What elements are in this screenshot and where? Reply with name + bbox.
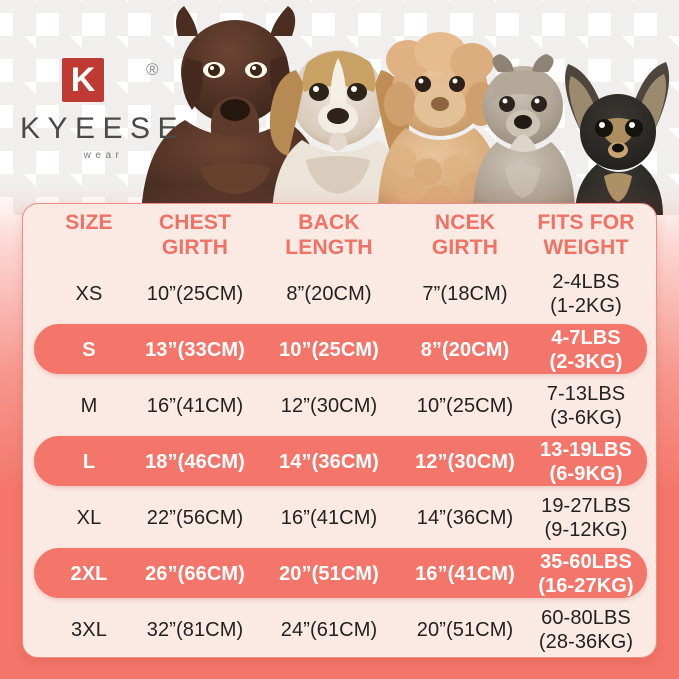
cell-back-length: 20”(51CM)	[279, 562, 379, 585]
column-header-size: SIZE	[65, 211, 113, 234]
size-chart-row: M 16”(41CM) 12”(30CM) 10”(25CM) 7-13LBS (3-6K…	[23, 378, 656, 434]
size-chart-body: XS 10”(25CM) 8”(20CM) 7”(18CM) 2-4LBS (1-2KG)…	[23, 266, 656, 657]
cell-back-length: 14”(36CM)	[279, 450, 379, 473]
cell-chest-girth: 16”(41CM)	[146, 394, 244, 417]
weight-kg: (2-3KG)	[549, 351, 623, 373]
weight-lbs: 4-7LBS	[551, 327, 621, 349]
cell-neck-girth: 14”(36CM)	[416, 506, 514, 529]
size-chart-row: L 18”(46CM) 14”(36CM) 12”(30CM) 13-19LBS (6-9…	[23, 434, 656, 490]
size-chart-row: XS 10”(25CM) 8”(20CM) 7”(18CM) 2-4LBS (1-2KG)	[23, 266, 656, 322]
weight-lbs: 60-80LBS	[541, 607, 631, 629]
cell-chest-girth: 26”(66CM)	[145, 562, 245, 585]
logo-letter: K	[70, 61, 96, 99]
cell-size: L	[82, 450, 96, 473]
cell-back-length: 24”(61CM)	[280, 618, 378, 641]
size-chart-card: SIZE CHEST GIRTH BACK LENGTH NCEK GIRTH …	[22, 203, 657, 658]
row-highlight-pill	[34, 436, 647, 486]
cell-size: M	[80, 394, 98, 417]
weight-kg: (9-12KG)	[544, 519, 628, 541]
weight-kg: (6-9KG)	[549, 463, 623, 485]
weight-lbs: 13-19LBS	[540, 439, 632, 461]
logo-mark-row: K ®	[14, 58, 189, 106]
cell-back-length: 12”(30CM)	[280, 394, 378, 417]
size-chart-row: 3XL 32”(81CM) 24”(61CM) 20”(51CM) 60-80LBS (2…	[23, 602, 656, 657]
column-header-neck-girth: NCEK GIRTH	[431, 211, 499, 259]
cell-size: XL	[76, 506, 102, 529]
weight-lbs: 35-60LBS	[540, 551, 632, 573]
cell-size: XS	[75, 282, 103, 305]
column-header-fits-for-weight: FITS FOR WEIGHT	[537, 211, 635, 259]
cell-neck-girth: 7”(18CM)	[422, 282, 508, 305]
cell-back-length: 16”(41CM)	[280, 506, 378, 529]
size-chart-row: XL 22”(56CM) 16”(41CM) 14”(36CM) 19-27LBS (9-…	[23, 490, 656, 546]
row-highlight-pill	[34, 548, 647, 598]
weight-kg: (16-27KG)	[538, 575, 634, 597]
weight-lbs: 19-27LBS	[541, 495, 631, 517]
weight-kg: (3-6KG)	[550, 407, 622, 429]
cell-chest-girth: 32”(81CM)	[146, 618, 244, 641]
weight-kg: (1-2KG)	[550, 295, 622, 317]
cell-neck-girth: 12”(30CM)	[415, 450, 515, 473]
weight-kg: (28-36KG)	[538, 631, 634, 653]
size-chart-header-row: SIZE CHEST GIRTH BACK LENGTH NCEK GIRTH …	[23, 204, 656, 266]
registered-trademark-icon: ®	[146, 60, 159, 79]
brand-wordmark: KYEESE	[19, 112, 186, 145]
cell-fits-for-weight: 4-7LBS (2-3KG)	[523, 322, 649, 378]
cell-fits-for-weight: 35-60LBS (16-27KG)	[523, 546, 649, 602]
row-highlight-pill	[34, 324, 647, 374]
cell-fits-for-weight: 7-13LBS (3-6KG)	[523, 378, 649, 434]
logo-k-badge: K	[62, 58, 104, 102]
cell-fits-for-weight: 60-80LBS (28-36KG)	[523, 602, 649, 657]
brand-tagline: wear	[83, 150, 124, 161]
cell-fits-for-weight: 19-27LBS (9-12KG)	[523, 490, 649, 546]
cell-neck-girth: 10”(25CM)	[416, 394, 514, 417]
column-header-chest-girth: CHEST GIRTH	[158, 211, 232, 259]
column-header-back-length: BACK LENGTH	[285, 211, 373, 259]
brand-logo: K ® KYEESE wear	[14, 58, 189, 161]
cell-back-length: 10”(25CM)	[279, 338, 379, 361]
cell-neck-girth: 8”(20CM)	[420, 338, 510, 361]
weight-lbs: 7-13LBS	[546, 383, 626, 405]
cell-chest-girth: 18”(46CM)	[145, 450, 245, 473]
size-chart-row: S 13”(33CM) 10”(25CM) 8”(20CM) 4-7LBS (2-3KG)	[23, 322, 656, 378]
cell-neck-girth: 16”(41CM)	[415, 562, 515, 585]
cell-chest-girth: 10”(25CM)	[146, 282, 244, 305]
cell-size: 3XL	[71, 618, 107, 641]
cell-neck-girth: 20”(51CM)	[416, 618, 514, 641]
weight-lbs: 2-4LBS	[552, 271, 620, 293]
cell-size: 2XL	[70, 562, 108, 585]
cell-chest-girth: 22”(56CM)	[146, 506, 244, 529]
cell-chest-girth: 13”(33CM)	[145, 338, 245, 361]
size-chart-row: 2XL 26”(66CM) 20”(51CM) 16”(41CM) 35-60LBS (1…	[23, 546, 656, 602]
cell-fits-for-weight: 2-4LBS (1-2KG)	[523, 266, 649, 322]
cell-fits-for-weight: 13-19LBS (6-9KG)	[523, 434, 649, 490]
cell-size: S	[82, 338, 96, 361]
cell-back-length: 8”(20CM)	[286, 282, 372, 305]
